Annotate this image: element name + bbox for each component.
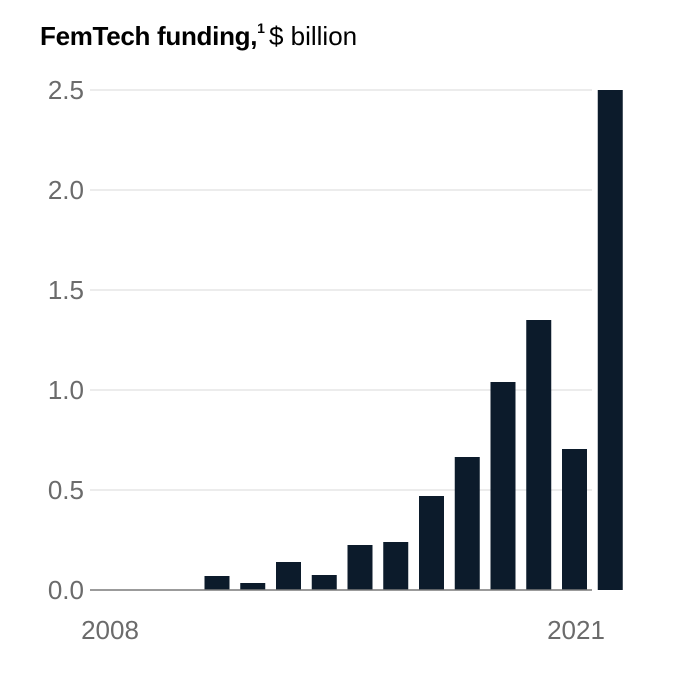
bar-2015 [383, 542, 409, 590]
bar-2012 [276, 562, 301, 590]
y-tick-label: 2.5 [48, 75, 84, 105]
chart-title-row: FemTech funding,1 $ billion [40, 20, 357, 52]
bar-2020 [562, 449, 587, 590]
y-tick-label: 0.5 [48, 475, 84, 505]
y-tick-label: 2.0 [48, 175, 84, 205]
bars [204, 90, 623, 590]
bar-2019 [526, 320, 552, 590]
bar-2011 [240, 583, 266, 590]
bar-2013 [311, 575, 337, 590]
x-tick-label-end: 2021 [547, 615, 605, 645]
y-tick-label: 1.0 [48, 375, 84, 405]
footnote-marker: 1 [257, 20, 265, 36]
bar-2010 [204, 576, 230, 590]
bar-2016 [419, 496, 444, 590]
x-tick-label-start: 2008 [81, 615, 139, 645]
chart-title: FemTech funding, [40, 21, 258, 51]
gridlines [90, 89, 592, 491]
chart-unit: $ billion [268, 21, 358, 51]
bar-2017 [454, 457, 480, 590]
x-axis-ticks: 2008 2021 [81, 615, 605, 645]
y-tick-label: 0.0 [48, 575, 84, 605]
y-axis-ticks: 0.0 0.5 1.0 1.5 2.0 2.5 [48, 75, 84, 605]
bar-2021 [597, 90, 623, 590]
bar-2014 [347, 545, 373, 590]
bar-2018 [490, 382, 516, 590]
y-tick-label: 1.5 [48, 275, 84, 305]
